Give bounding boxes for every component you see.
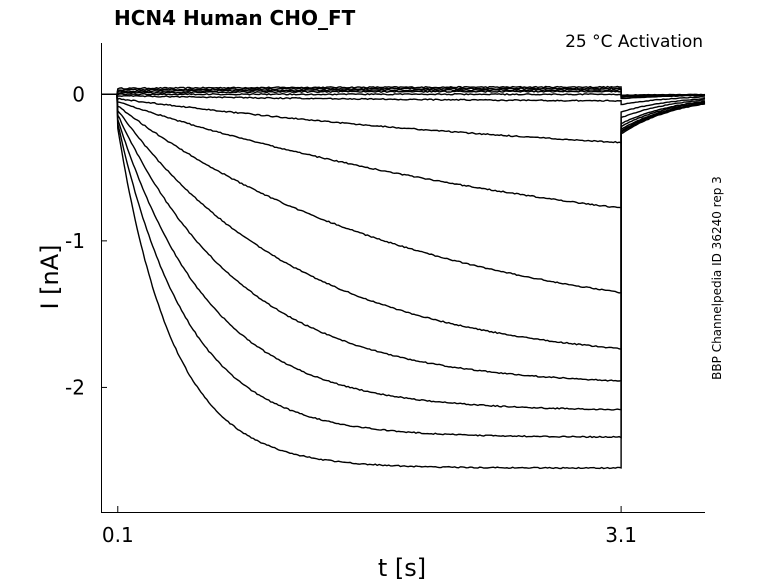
x-tick-label: 0.1	[102, 523, 134, 547]
y-ticks-group: 0 -1 -2	[65, 82, 107, 399]
current-trace	[101, 93, 706, 294]
current-trace	[101, 87, 706, 97]
current-trace	[101, 93, 706, 439]
current-trace	[101, 93, 706, 350]
x-axis-label: t [s]	[378, 554, 426, 582]
current-trace	[101, 88, 706, 98]
current-trace	[101, 92, 706, 100]
current-trace	[101, 90, 706, 99]
y-tick-label: -2	[65, 375, 85, 399]
current-trace	[101, 93, 706, 411]
current-trace	[101, 85, 706, 96]
current-trace	[101, 93, 706, 106]
traces-group	[101, 85, 706, 470]
current-trace	[101, 93, 706, 209]
current-trace	[101, 93, 706, 382]
x-tick-label: 3.1	[605, 523, 637, 547]
chart-title: HCN4 Human CHO_FT	[114, 6, 356, 30]
y-tick-label: 0	[72, 82, 85, 106]
chart-subtitle: 25 °C Activation	[565, 32, 703, 52]
x-ticks-group: 0.1 3.1	[102, 506, 637, 547]
y-axis-label: I [nA]	[36, 244, 64, 309]
side-note: BBP Channelpedia ID 36240 rep 3	[710, 176, 724, 380]
y-tick-label: -1	[65, 229, 85, 253]
current-trace	[101, 93, 706, 144]
current-trace	[101, 93, 706, 470]
